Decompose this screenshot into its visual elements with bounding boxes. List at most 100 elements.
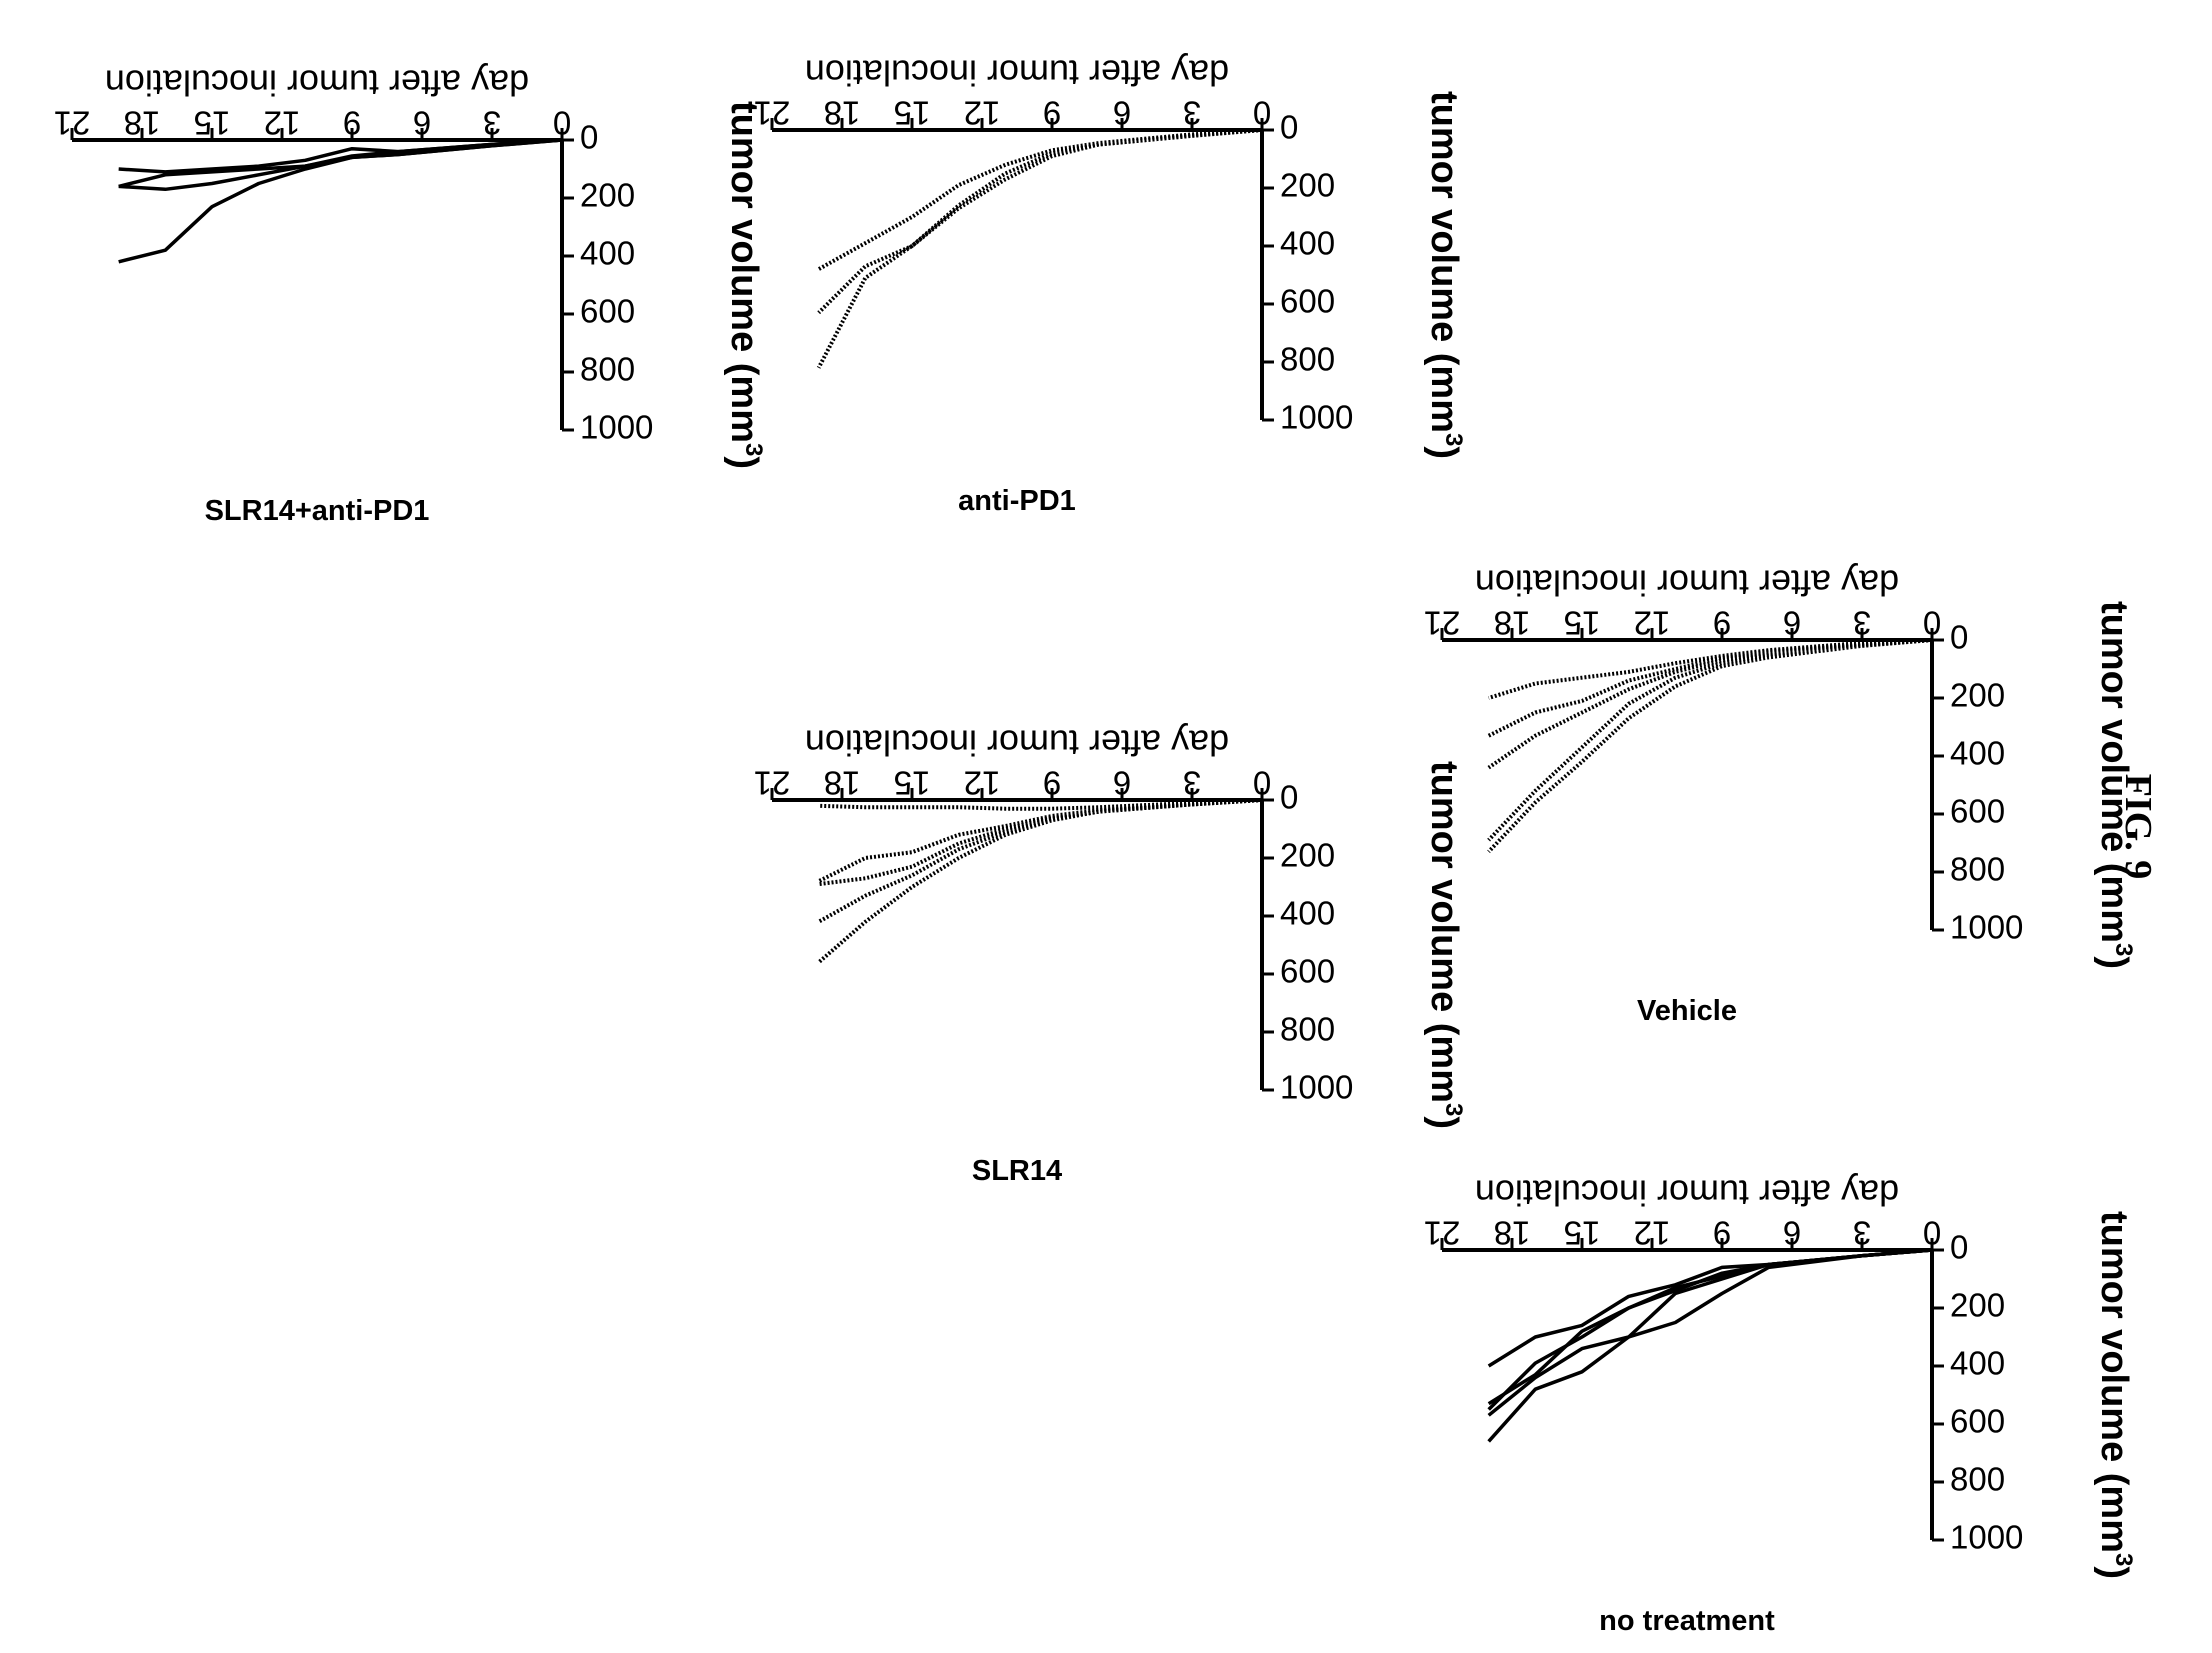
day-tick-label: 21 (54, 104, 91, 141)
day-tick-label: 15 (1564, 1214, 1601, 1251)
series-line-2 (118, 138, 563, 192)
value-tick-label: 800 (1950, 851, 2005, 888)
series-line-4 (1487, 638, 1933, 738)
series-line-3 (1487, 1248, 1933, 1411)
value-tick-label: 0 (1280, 109, 1298, 146)
value-tick-label: 800 (1280, 1011, 1335, 1048)
value-tick-label: 400 (580, 235, 635, 272)
day-tick-label: 18 (824, 94, 861, 131)
day-tick-label: 3 (1183, 94, 1201, 131)
day-tick-label: 12 (1634, 1214, 1671, 1251)
day-tick-label: 18 (824, 764, 861, 801)
day-tick-label: 12 (264, 104, 301, 141)
day-tick-label: 0 (1923, 604, 1941, 641)
day-tick-label: 0 (1253, 94, 1271, 131)
series-line-1 (817, 798, 1263, 964)
value-tick-label: 200 (580, 177, 635, 214)
day-tick-label: 3 (483, 104, 501, 141)
x-axis-title: day after tumor inoculation (805, 722, 1229, 763)
series-line-1 (1487, 638, 1933, 854)
value-tick-label: 1000 (1950, 1519, 2023, 1556)
series-line-4 (118, 138, 563, 174)
day-tick-label: 15 (194, 104, 231, 141)
day-tick-label: 0 (553, 104, 571, 141)
x-axis-title: day after tumor inoculation (1475, 562, 1899, 603)
day-tick-label: 12 (964, 94, 1001, 131)
panel-title: SLR14+anti-PD1 (205, 495, 430, 527)
day-tick-label: 9 (1713, 604, 1731, 641)
value-tick-label: 0 (1950, 619, 1968, 656)
day-tick-label: 6 (1783, 1214, 1801, 1251)
day-tick-label: 21 (754, 764, 791, 801)
day-tick-label: 21 (1424, 604, 1461, 641)
day-tick-label: 3 (1183, 764, 1201, 801)
value-tick-label: 800 (1950, 1461, 2005, 1498)
day-tick-label: 18 (124, 104, 161, 141)
day-tick-label: 6 (1783, 604, 1801, 641)
day-tick-label: 15 (1564, 604, 1601, 641)
value-tick-label: 800 (1280, 341, 1335, 378)
value-tick-label: 1000 (1280, 399, 1353, 436)
day-tick-label: 3 (1853, 1214, 1871, 1251)
panel-title: anti-PD1 (958, 485, 1076, 517)
series-line-4 (817, 798, 1263, 883)
day-tick-label: 6 (1113, 764, 1131, 801)
series-line-3 (817, 128, 1263, 271)
day-tick-label: 0 (1923, 1214, 1941, 1251)
series-line-5 (818, 798, 1263, 811)
day-tick-label: 15 (894, 764, 931, 801)
value-tick-label: 0 (1950, 1229, 1968, 1266)
day-tick-label: 6 (1113, 94, 1131, 131)
y-axis-title: tumor volume (mm3) (2093, 601, 2137, 969)
day-tick-label: 6 (413, 104, 431, 141)
series-line-5 (1487, 1248, 1933, 1368)
value-tick-label: 800 (580, 351, 635, 388)
value-tick-label: 600 (1950, 793, 2005, 830)
day-tick-label: 18 (1494, 1214, 1531, 1251)
value-tick-label: 0 (1280, 779, 1298, 816)
value-tick-label: 600 (580, 293, 635, 330)
x-axis-title: day after tumor inoculation (105, 62, 529, 103)
day-tick-label: 0 (1253, 764, 1271, 801)
day-tick-label: 9 (1713, 1214, 1731, 1251)
panel-title: Vehicle (1637, 995, 1737, 1027)
value-tick-label: 1000 (1950, 909, 2023, 946)
day-tick-label: 9 (1043, 764, 1061, 801)
series-line-5 (1488, 638, 1933, 700)
day-tick-label: 21 (754, 94, 791, 131)
day-tick-label: 18 (1494, 604, 1531, 641)
value-tick-label: 1000 (580, 409, 653, 446)
panel-title: no treatment (1599, 1605, 1775, 1637)
x-axis-title: day after tumor inoculation (1475, 1172, 1899, 1213)
value-tick-label: 400 (1950, 1345, 2005, 1382)
series-line-1 (816, 128, 1263, 369)
day-tick-label: 9 (343, 104, 361, 141)
value-tick-label: 600 (1280, 953, 1335, 990)
value-tick-label: 600 (1950, 1403, 2005, 1440)
y-axis-title: tumor volume (mm3) (1423, 91, 1467, 459)
value-tick-label: 400 (1950, 735, 2005, 772)
day-tick-label: 3 (1853, 604, 1871, 641)
day-tick-label: 12 (964, 764, 1001, 801)
value-tick-label: 400 (1280, 895, 1335, 932)
value-tick-label: 200 (1280, 837, 1335, 874)
value-tick-label: 200 (1280, 167, 1335, 204)
series-line-2 (817, 128, 1263, 315)
value-tick-label: 400 (1280, 225, 1335, 262)
series-line-2 (817, 798, 1263, 924)
value-tick-label: 0 (580, 119, 598, 156)
value-tick-label: 200 (1950, 1287, 2005, 1324)
day-tick-label: 12 (1634, 604, 1671, 641)
y-axis-title: tumor volume (mm3) (723, 101, 767, 469)
value-tick-label: 600 (1280, 283, 1335, 320)
y-axis-title: tumor volume (mm3) (1423, 761, 1467, 1129)
value-tick-label: 1000 (1280, 1069, 1353, 1106)
value-tick-label: 200 (1950, 677, 2005, 714)
x-axis-title: day after tumor inoculation (805, 52, 1229, 93)
